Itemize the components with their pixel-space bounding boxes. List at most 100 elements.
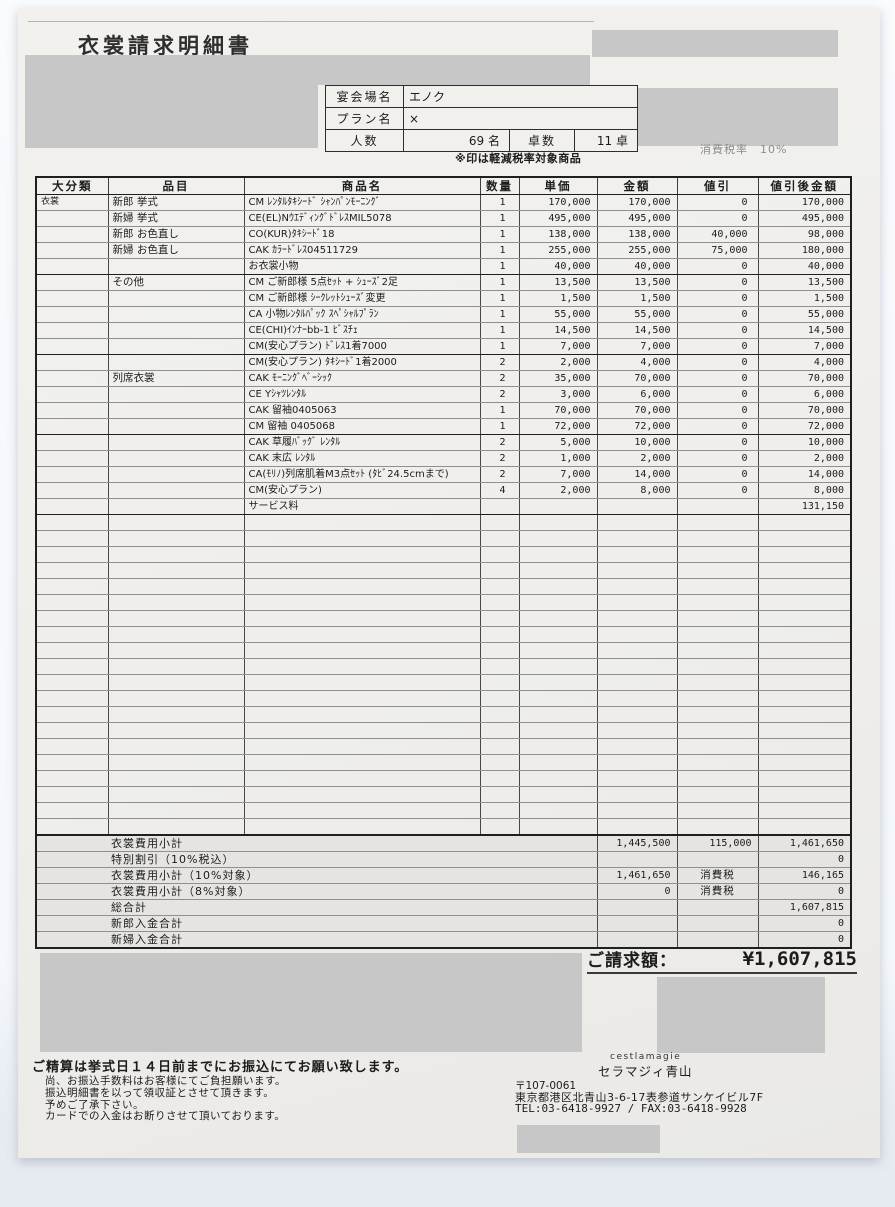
cell-amount: 138,000: [596, 226, 678, 243]
empty-cell: [518, 738, 598, 755]
cell-unit-price: 13,500: [518, 274, 598, 291]
cell-quantity: 2: [479, 354, 520, 371]
empty-cell: [479, 674, 520, 691]
cell-discount: 0: [676, 450, 759, 467]
empty-row: [35, 530, 852, 547]
empty-cell: [676, 818, 759, 836]
cell-after-discount: 131,150: [757, 498, 852, 515]
total-after-discount: 0: [757, 915, 852, 932]
payment-note-line: 振込明細書を以って領収証とさせて頂きます。: [45, 1086, 275, 1099]
empty-cell: [479, 722, 520, 739]
cell-unit-price: 2,000: [518, 354, 598, 371]
cell-after-discount: 70,000: [757, 370, 852, 387]
cell-discount: 0: [676, 210, 759, 227]
empty-cell: [107, 530, 245, 547]
cell-category: [35, 242, 109, 259]
empty-cell: [243, 546, 481, 563]
company-postal-code: 〒107-0061: [515, 1080, 577, 1092]
cell-category: [35, 226, 109, 243]
total-after-discount: 1,461,650: [757, 834, 852, 852]
item-row: サービス料 131,150: [35, 498, 852, 515]
cell-item: [107, 290, 245, 307]
empty-cell: [518, 786, 598, 803]
cell-product-name: CA 小物ﾚﾝﾀﾙﾊﾟｯｸ ｽﾍﾟｼｬﾙﾌﾟﾗﾝ: [243, 306, 481, 323]
empty-cell: [518, 626, 598, 643]
empty-row: [35, 770, 852, 787]
empty-row: [35, 642, 852, 659]
empty-cell: [35, 818, 109, 836]
total-mid: 消費税: [676, 867, 759, 884]
empty-cell: [676, 658, 759, 675]
empty-cell: [596, 642, 678, 659]
empty-cell: [596, 674, 678, 691]
cell-amount: 495,000: [596, 210, 678, 227]
empty-row: [35, 802, 852, 819]
cell-quantity: 1: [479, 242, 520, 259]
empty-cell: [479, 578, 520, 595]
empty-cell: [35, 738, 109, 755]
cell-quantity: 2: [479, 386, 520, 403]
cell-item: [107, 402, 245, 419]
empty-cell: [676, 594, 759, 611]
total-amount: [596, 915, 678, 932]
empty-row: [35, 546, 852, 563]
total-after-discount: 1,607,815: [757, 899, 852, 916]
empty-cell: [518, 802, 598, 819]
empty-row: [35, 818, 852, 836]
cell-after-discount: 70,000: [757, 402, 852, 419]
cell-item: [107, 450, 245, 467]
empty-cell: [676, 786, 759, 803]
item-row: 新婦 お色直し CAK ｶﾗｰﾄﾞﾚｽ04511729 1 255,000 255,00…: [35, 242, 852, 259]
empty-cell: [107, 674, 245, 691]
empty-cell: [676, 562, 759, 579]
cell-product-name: CM ﾚﾝﾀﾙﾀｷｼｰﾄﾞ ｼｬﾝﾊﾟﾝﾓｰﾆﾝｸﾞ: [243, 194, 481, 211]
cell-after-discount: 495,000: [757, 210, 852, 227]
item-row: お衣裳小物 1 40,000 40,000 0 40,000: [35, 258, 852, 275]
empty-row: [35, 658, 852, 675]
items-table: 大分類 品目 商品名 数量 単価 金額 値引 値引後金額 衣裳 新郎 挙式 CM ﾚﾝﾀﾙﾀｷｼｰ…: [35, 176, 852, 949]
payment-instruction: ご精算は挙式日１４日前までにお振込にてお願い致します。: [32, 1060, 409, 1075]
empty-cell: [243, 738, 481, 755]
item-row: 衣裳 新郎 挙式 CM ﾚﾝﾀﾙﾀｷｼｰﾄﾞ ｼｬﾝﾊﾟﾝﾓｰﾆﾝｸﾞ 1 170,00…: [35, 194, 852, 211]
total-row: 総合計 1,607,815: [35, 899, 852, 916]
cell-item: [107, 434, 245, 451]
cell-quantity: 2: [479, 450, 520, 467]
empty-cell: [107, 770, 245, 787]
cell-product-name: CE Yｼｬﾂﾚﾝﾀﾙ: [243, 386, 481, 403]
empty-cell: [518, 530, 598, 547]
cell-category: [35, 210, 109, 227]
cell-item: [107, 498, 245, 515]
cell-quantity: 1: [479, 274, 520, 291]
empty-cell: [596, 658, 678, 675]
cell-unit-price: [518, 498, 598, 515]
cell-item: [107, 354, 245, 371]
empty-cell: [35, 690, 109, 707]
total-after-discount: 146,165: [757, 867, 852, 884]
cell-discount: 0: [676, 434, 759, 451]
cell-amount: 14,500: [596, 322, 678, 339]
empty-cell: [107, 802, 245, 819]
empty-cell: [107, 610, 245, 627]
cell-item: [107, 258, 245, 275]
total-row: 特別割引（10%税込） 0: [35, 851, 852, 868]
empty-cell: [518, 770, 598, 787]
empty-cell: [35, 722, 109, 739]
cell-discount: 0: [676, 322, 759, 339]
empty-cell: [107, 642, 245, 659]
cell-product-name: CM ご新郎様 5点ｾｯﾄ + ｼｭｰｽﾞ2足: [243, 274, 481, 291]
cell-quantity: 1: [479, 258, 520, 275]
cell-category: [35, 354, 109, 371]
empty-cell: [479, 642, 520, 659]
empty-cell: [35, 610, 109, 627]
company-address: 東京都港区北青山3-6-17表参道サンケイビル7F: [515, 1091, 764, 1104]
empty-cell: [479, 690, 520, 707]
empty-cell: [596, 722, 678, 739]
cell-after-discount: 72,000: [757, 418, 852, 435]
venue-value: エノク: [403, 85, 638, 108]
cell-quantity: 2: [479, 434, 520, 451]
cell-product-name: CA(ﾓﾘﾉ)列席肌着M3点ｾｯﾄ (ﾀﾋﾞ24.5cmまで): [243, 466, 481, 483]
empty-cell: [757, 514, 852, 531]
empty-cell: [676, 770, 759, 787]
empty-cell: [757, 546, 852, 563]
empty-cell: [107, 818, 245, 836]
